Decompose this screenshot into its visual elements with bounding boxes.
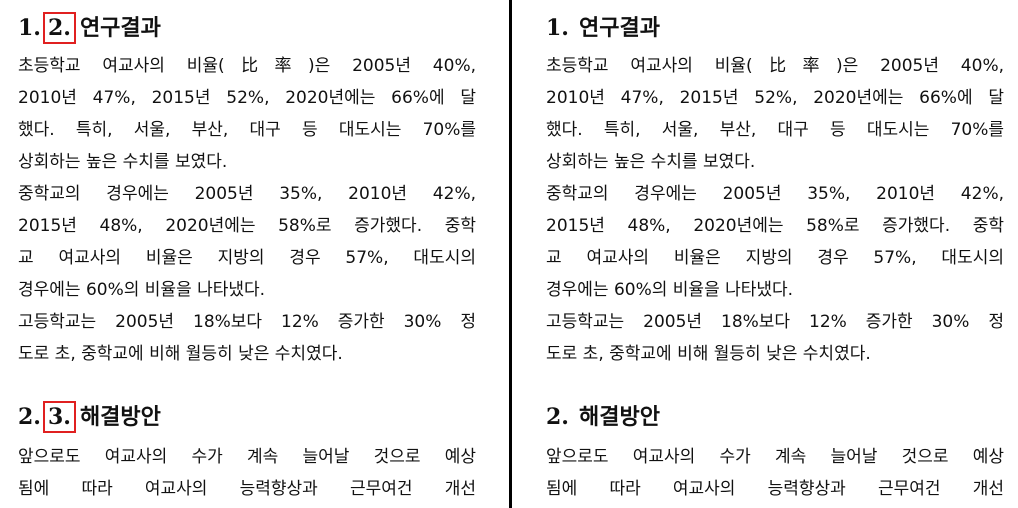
text-line: 고등학교는 2005년 18%보다 12% 증가한 30% 정 — [546, 312, 1004, 332]
text-line: 도로 초, 중학교에 비해 월등히 낮은 수치였다. — [18, 344, 343, 364]
divider — [509, 0, 512, 508]
text-line: 했다. 특히, 서울, 부산, 대구 등 대도시는 70%를 — [546, 120, 1004, 140]
text-line: 2015년 48%, 2020년에는 58%로 증가했다. 중학 — [546, 216, 1004, 236]
inserted-number: 3. — [42, 401, 76, 433]
heading-number: 1. — [18, 15, 41, 41]
text-line: 중학교의 경우에는 2005년 35%, 2010년 42%, — [546, 184, 1004, 204]
inserted-number: 2. — [42, 12, 76, 44]
heading-title: 연구결과 — [79, 15, 161, 41]
heading-title: 해결방안 — [79, 404, 161, 430]
text-line: 초등학교 여교사의 비율(比率)은 2005년 40%, — [18, 56, 476, 76]
text-line: 했다. 특히, 서울, 부산, 대구 등 대도시는 70%를 — [18, 120, 476, 140]
text-line: 앞으로도 여교사의 수가 계속 늘어날 것으로 예상 — [546, 447, 1004, 467]
text-line: 중학교의 경우에는 2005년 35%, 2010년 42%, — [18, 184, 476, 204]
section-heading: 1. 2. 연구결과 — [18, 10, 161, 46]
text-line: 교 여교사의 비율은 지방의 경우 57%, 대도시의 — [18, 248, 476, 268]
text-line: 앞으로도 여교사의 수가 계속 늘어날 것으로 예상 — [18, 447, 476, 467]
heading-number: 1. — [546, 15, 569, 41]
heading-number: 2. — [546, 404, 569, 430]
panel-before: 1. 2. 연구결과 초등학교 여교사의 비율(比率)은 2005년 40%, 2010… — [18, 0, 476, 508]
heading-title: 연구결과 — [578, 15, 660, 41]
text-line: 경우에는 60%의 비율을 나타냈다. — [18, 280, 266, 300]
section-heading: 1. 연구결과 — [546, 10, 660, 46]
heading-number: 2. — [18, 404, 41, 430]
section-heading: 2. 3. 해결방안 — [18, 399, 161, 435]
text-line: 상회하는 높은 수치를 보였다. — [546, 152, 756, 172]
text-line: 됨에 따라 여교사의 능력향상과 근무여건 개선 — [18, 479, 476, 499]
text-line: 경우에는 60%의 비율을 나타냈다. — [546, 280, 794, 300]
heading-title: 해결방안 — [578, 404, 660, 430]
text-line: 2010년 47%, 2015년 52%, 2020년에는 66%에 달 — [546, 88, 1004, 108]
text-line: 도로 초, 중학교에 비해 월등히 낮은 수치였다. — [546, 344, 871, 364]
text-line: 2010년 47%, 2015년 52%, 2020년에는 66%에 달 — [18, 88, 476, 108]
text-line: 2015년 48%, 2020년에는 58%로 증가했다. 중학 — [18, 216, 476, 236]
text-line: 상회하는 높은 수치를 보였다. — [18, 152, 228, 172]
text-line: 초등학교 여교사의 비율(比率)은 2005년 40%, — [546, 56, 1004, 76]
text-line: 됨에 따라 여교사의 능력향상과 근무여건 개선 — [546, 479, 1004, 499]
text-line: 고등학교는 2005년 18%보다 12% 증가한 30% 정 — [18, 312, 476, 332]
section-heading: 2. 해결방안 — [546, 399, 660, 435]
text-line: 교 여교사의 비율은 지방의 경우 57%, 대도시의 — [546, 248, 1004, 268]
